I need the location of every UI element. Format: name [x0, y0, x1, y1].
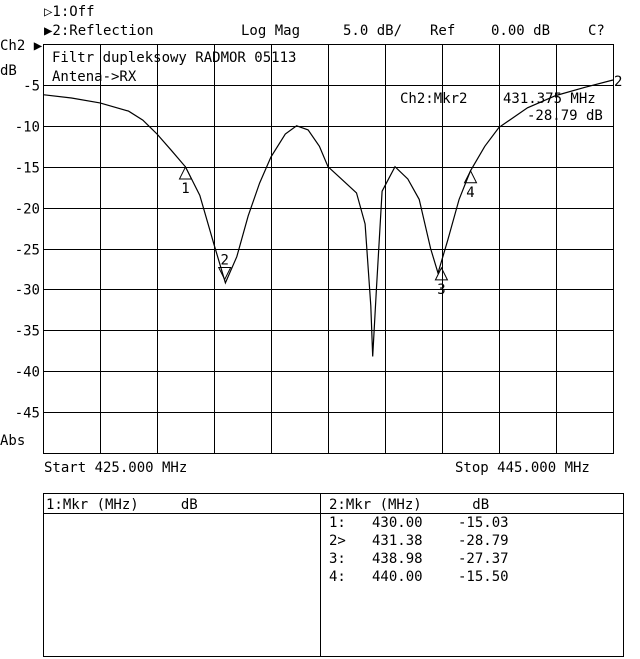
marker-4: 4 — [463, 169, 478, 201]
ref-value: 0.00 dB — [491, 23, 550, 39]
scale-label: 5.0 dB/ — [343, 23, 402, 39]
ch2-table-header: 2:Mkr (MHz) dB — [329, 497, 489, 513]
scale-mode-label: Abs — [0, 433, 25, 449]
trace-end-label: 2 — [614, 74, 622, 90]
y-tick-label: -10 — [15, 120, 40, 136]
y-tick-label: -40 — [15, 365, 40, 381]
ch1-table-header: 1:Mkr (MHz) dB — [46, 497, 198, 513]
y-tick-labels: -5 -10 -15 -20 -25 -30 -35 -40 -45 — [15, 79, 40, 422]
trace-ch2-reflection — [42, 79, 614, 357]
table-row: 3: 438.98 -27.37 — [329, 551, 509, 567]
y-tick-label: -45 — [15, 406, 40, 422]
y-tick-label: -20 — [15, 202, 40, 218]
channel-indicator: Ch2 ▶ — [0, 38, 43, 54]
y-unit-label: dB — [0, 63, 17, 79]
marker-2: 2 — [217, 253, 232, 281]
stop-frequency: Stop 445.000 MHz — [455, 460, 590, 476]
table-row: 2> 431.38 -28.79 — [329, 533, 509, 549]
format-label: Log Mag — [241, 23, 300, 39]
marker-db: -27.37 — [458, 551, 509, 567]
marker-id: 1: — [329, 515, 346, 531]
marker-id: 4: — [329, 569, 346, 585]
y-tick-label: -35 — [15, 324, 40, 340]
cal-status: C? — [588, 23, 605, 39]
marker-triangle-up-icon — [434, 266, 449, 281]
marker-table: 1:Mkr (MHz) dB 2:Mkr (MHz) dB 1: 430.00 … — [43, 493, 624, 657]
marker-frequency: 440.00 — [372, 569, 423, 585]
start-frequency: Start 425.000 MHz — [44, 460, 187, 476]
marker-id: 3: — [329, 551, 346, 567]
channel2-status: ▶2:Reflection — [44, 23, 154, 39]
ref-label: Ref — [430, 23, 455, 39]
marker-frequency: 438.98 — [372, 551, 423, 567]
chart-title-line1: Filtr dupleksowy RADMOR 05113 — [52, 50, 296, 66]
y-tick-label: -15 — [15, 161, 40, 177]
active-marker-label: Ch2:Mkr2 — [400, 91, 467, 107]
marker-db: -15.03 — [458, 515, 509, 531]
marker-triangle-down-icon — [217, 267, 232, 281]
table-row: 1: 430.00 -15.03 — [329, 515, 509, 531]
channel1-status: ▷1:Off — [44, 4, 95, 20]
marker-triangle-up-icon — [178, 165, 193, 180]
marker-db: -15.50 — [458, 569, 509, 585]
y-tick-label: -30 — [15, 283, 40, 299]
marker-triangle-up-icon — [463, 169, 478, 184]
marker-label: 3 — [437, 282, 445, 298]
marker-id: 2> — [329, 533, 346, 549]
marker-1: 1 — [178, 165, 193, 197]
active-marker-value: -28.79 dB — [527, 108, 603, 124]
y-tick-label: -5 — [23, 79, 40, 95]
y-tick-label: -25 — [15, 243, 40, 259]
marker-frequency: 430.00 — [372, 515, 423, 531]
table-row: 4: 440.00 -15.50 — [329, 569, 509, 585]
marker-3: 3 — [434, 266, 449, 298]
active-marker-frequency: 431.375 MHz — [503, 91, 596, 107]
marker-label: 2 — [220, 253, 228, 269]
markers: 1 2 3 4 — [178, 165, 478, 298]
marker-db: -28.79 — [458, 533, 509, 549]
marker-label: 4 — [466, 185, 474, 201]
marker-label: 1 — [181, 181, 189, 197]
chart-title-line2: Antena->RX — [52, 69, 137, 85]
marker-frequency: 431.38 — [372, 533, 423, 549]
